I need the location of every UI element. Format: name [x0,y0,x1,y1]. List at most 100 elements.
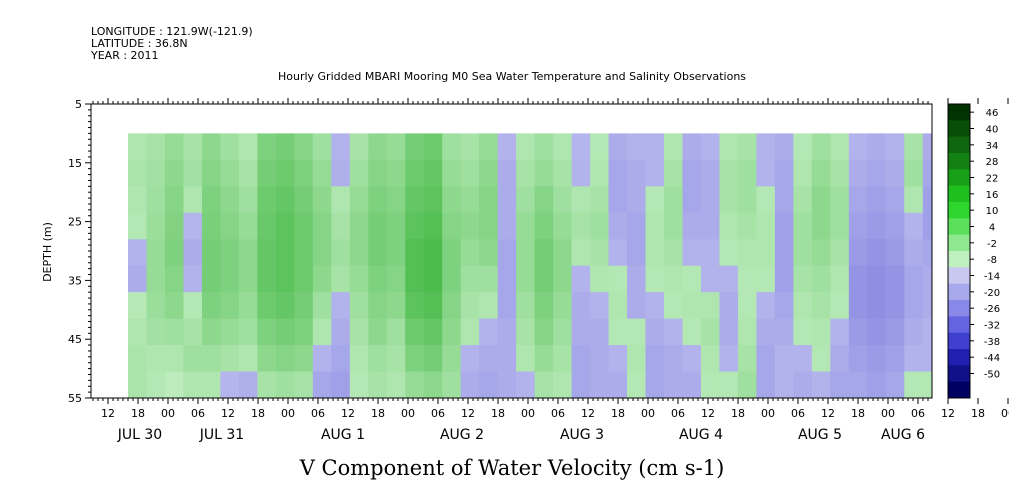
heatmap-cell [349,133,369,161]
heatmap-cell [497,371,517,399]
heatmap-cell [368,371,388,399]
heatmap-cell [405,292,425,320]
heatmap-cell [423,159,443,187]
heatmap-cell [238,318,258,346]
heatmap-cell [368,159,388,187]
heatmap-cell [312,133,332,161]
hour-tick-label: 18 [611,407,625,420]
hour-tick-label: 12 [101,407,115,420]
heatmap-cell [220,239,240,267]
heatmap-cell [664,186,683,214]
heatmap-cell [164,345,184,373]
heatmap-cell [534,186,554,214]
heatmap-cell [848,212,868,240]
heatmap-cell [700,186,720,214]
colorbar-swatch [948,381,970,399]
hour-tick-label: 18 [851,407,865,420]
heatmap-cell [460,212,480,240]
heatmap-cell [294,133,314,161]
heatmap-cell [867,186,887,214]
heatmap-cell [183,371,203,399]
heatmap-cell [793,292,813,320]
heatmap-cell [664,212,683,240]
heatmap-cell [682,345,702,373]
heatmap-cell [885,371,905,399]
heatmap-cell [534,292,554,320]
heatmap-cell [885,186,905,214]
axes: 5 15 25 35 45 55 12 18 00 06 12 18 00 06 12 18 00 06 12 18 0… [68,98,1009,443]
heatmap-cell [201,159,221,187]
heatmap-cell [719,186,739,214]
heatmap-cell [811,318,831,346]
heatmap-cell [442,159,462,187]
heatmap-cell [756,133,776,161]
heatmap-cell [497,159,517,187]
hour-tick-label: 12 [821,407,835,420]
heatmap-cell [516,212,536,240]
heatmap-cell [608,186,628,214]
heatmap-cell [774,371,794,399]
heatmap-cell [349,265,369,293]
day-label: JUL 31 [199,427,244,443]
heatmap-cell [349,239,369,267]
heatmap-cell [331,292,351,320]
heatmap-cell [497,212,517,240]
heatmap-cell [128,292,147,320]
heatmap-cell [922,212,933,240]
heatmap-cell [442,239,462,267]
heatmap-cell [349,345,369,373]
colorbar-label: 46 [986,108,999,119]
heatmap-cell [442,345,462,373]
heatmap-cell [682,371,702,399]
hour-tick-label: 18 [491,407,505,420]
heatmap-cell [164,186,184,214]
heatmap-cell [164,133,184,161]
heatmap-cell [405,133,425,161]
heatmap-cell [608,239,628,267]
heatmap-cell [737,186,757,214]
heatmap-cell [922,133,933,161]
heatmap-cell [257,133,277,161]
heatmap-cell [275,133,295,161]
heatmap-cell [479,212,499,240]
heatmap-cell [682,239,702,267]
heatmap-cell [183,159,203,187]
heatmap-cell [904,239,924,267]
heatmap-cell [405,345,425,373]
heatmap-cell [220,212,240,240]
heatmap-cell [497,345,517,373]
colorbar-swatch [948,120,970,138]
heatmap-cell [737,265,757,293]
heatmap-cell [479,133,499,161]
heatmap-cell [608,159,628,187]
x-axis-title: V Component of Water Velocity (cm s-1) [299,456,725,480]
heatmap-cell [386,239,406,267]
heatmap-cell [885,133,905,161]
heatmap-cell [479,186,499,214]
heatmap-cell [904,292,924,320]
heatmap-cell [774,212,794,240]
heatmap-cell [756,345,776,373]
heatmap-cell [682,292,702,320]
heatmap-cell [312,371,332,399]
heatmap-cell [645,265,665,293]
hour-tick-label: 06 [431,407,445,420]
heatmap-cell [774,159,794,187]
y-tick-label: 55 [68,392,82,405]
heatmap-cell [904,159,924,187]
heatmap-cell [922,292,933,320]
heatmap-cell [146,212,166,240]
heatmap-cell [238,292,258,320]
heatmap-cell [442,186,462,214]
heatmap-cell [700,265,720,293]
heatmap-cell [774,345,794,373]
heatmap-cell [294,265,314,293]
heatmap-cell [201,292,221,320]
heatmap-cell [811,371,831,399]
heatmap-cell [811,292,831,320]
heatmap-cell [294,318,314,346]
heatmap-cell [423,133,443,161]
heatmap-cell [830,133,850,161]
heatmap-cell [534,265,554,293]
longitude-label: LONGITUDE : 121.9W(-121.9) [91,25,253,38]
